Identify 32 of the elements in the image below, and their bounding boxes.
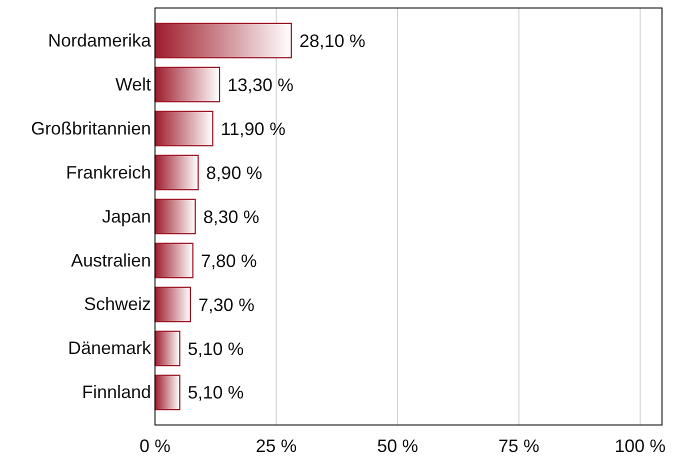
x-tick-label: 75 % [498,436,540,456]
bar [154,286,192,322]
bar [154,66,220,102]
bar [154,374,180,410]
x-tick-label: 0 % [139,436,171,456]
data-label: 28,10 % [299,30,366,51]
y-tick-label: Welt [115,74,151,94]
data-label: 11,90 % [220,118,286,139]
bar [154,198,196,234]
data-label: 8,90 % [206,162,262,183]
data-label: 13,30 % [228,74,294,95]
data-label: 7,30 % [198,294,254,315]
y-tick-label: Frankreich [66,162,151,182]
y-tick-label: Japan [102,206,151,226]
bar [154,154,199,190]
bar [154,242,194,278]
bar [154,110,214,146]
bar [154,330,180,366]
y-tick-label: Schweiz [84,294,151,314]
y-tick-label: Großbritannien [30,118,151,138]
bar [154,22,292,58]
y-tick-label: Finnland [82,382,151,402]
y-tick-label: Dänemark [68,338,152,358]
data-label: 7,80 % [200,250,257,271]
x-tick-label: 50 % [377,436,418,456]
data-label: 5,10 % [188,382,244,403]
y-tick-label: Australien [70,250,151,270]
x-tick-label: 25 % [256,436,297,456]
y-tick-label: Nordamerika [48,30,152,50]
data-label: 8,30 % [203,206,260,227]
x-tick-label: 100 % [614,436,666,456]
data-label: 5,10 % [188,338,244,359]
